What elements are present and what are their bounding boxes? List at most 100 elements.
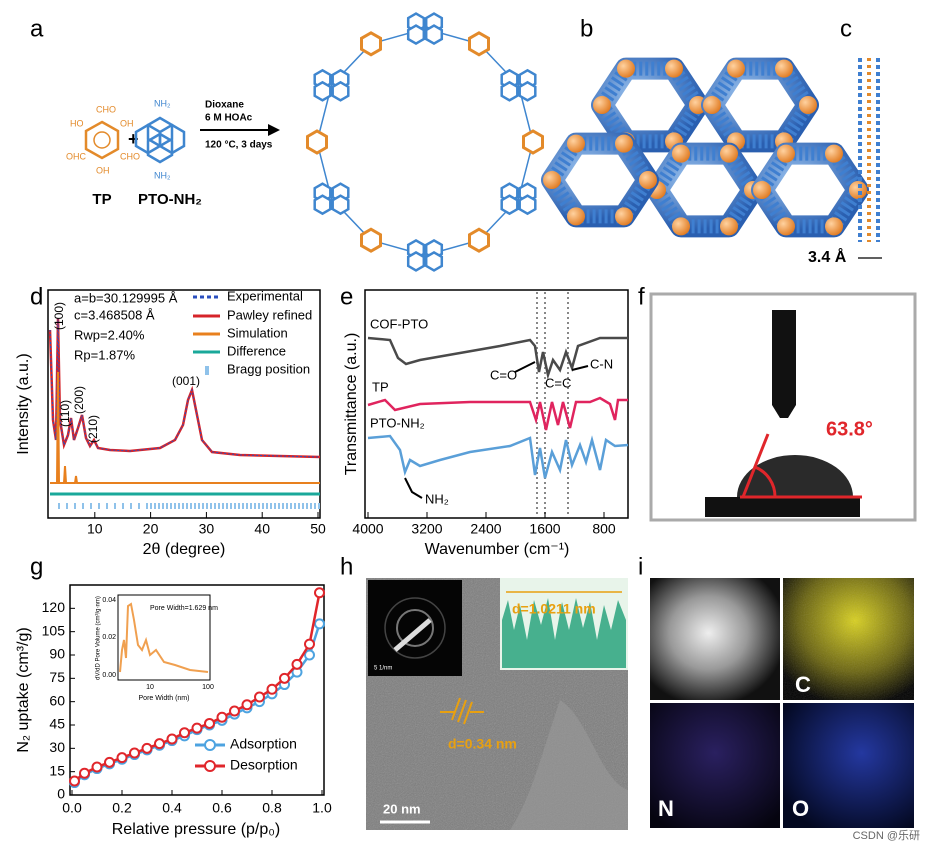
panel-label: g [30,553,43,580]
x-tick-label: 0.0 [62,800,82,816]
sample-label: PTO-NH₂ [370,415,425,430]
point [314,587,325,599]
inset-note: Pore Width=1.629 nm [150,605,218,612]
reactant-label: TP [92,191,111,208]
panel-f: 63.8° [649,292,917,522]
point [254,691,265,703]
point [141,742,153,754]
tp-group: CHO [120,151,140,161]
tp-group: OH [120,118,134,128]
inset: Pore Width=1.629 nm Pore Width (nm) dV/d… [96,594,218,702]
point [129,747,140,759]
needle [772,310,796,418]
panel-label: a [30,15,44,42]
panel-label: b [580,15,593,42]
panel-g: Relative pressure (p/p₀) N₂ uptake (cm³/… [15,584,332,838]
plus: + [128,129,139,149]
y-tick-label: 90 [49,646,65,662]
tp-group: OHC [66,151,87,161]
x-tick-label: 800 [592,521,616,537]
inset-y-tick: 0.00 [102,672,116,679]
tp-node [615,134,633,153]
simulation-curve [50,371,320,484]
tp-node [665,59,683,78]
point [216,711,228,723]
point [191,722,203,734]
tp-node [799,96,817,114]
point [166,733,178,745]
peak-label: (100) [52,302,66,330]
legend-text: Pawley refined [227,307,312,322]
legend-swatch [205,366,209,375]
pto-unit [331,194,350,216]
lattice-fringes [440,697,484,725]
lattice: Rp=1.87% [74,347,136,362]
condition: 6 M HOAc [205,113,253,124]
inset-y-tick: 0.02 [102,634,116,641]
pto-unit [313,194,332,216]
pointer [404,477,423,499]
inset-frame [117,594,211,681]
x-ticks: 10 20 30 40 50 [87,512,326,537]
x-tick-label: 0.2 [112,800,132,816]
pto-unit [518,80,537,102]
tp-node [753,181,771,199]
y-tick-label: 45 [49,716,65,732]
inset-x-tick: 100 [202,684,214,691]
scale-label: 20 nm [383,801,421,816]
saed-scale: 5 1/nm [374,666,392,672]
point [179,727,190,739]
droplet [737,455,853,497]
sample-label: COF-PTO [370,316,428,331]
panel-label: f [638,283,645,310]
inset-x-label: Pore Width (nm) [139,695,190,702]
saed-inset [368,580,462,676]
pto-unit [313,80,332,102]
point [304,649,315,661]
point [204,717,215,729]
pto-unit [424,250,444,272]
tp-unit [360,31,382,57]
panel-a: CHO OH HO OHC CHO OH + NH₂ NH₂ TP PTO-NH… [66,12,544,272]
inset-y-label: dV/dD Pore Volume (cm³/g·nm) [96,596,102,680]
tp-unit [522,129,544,155]
point [104,756,115,768]
peak-label: (210) [86,415,100,443]
tp-node [720,217,738,236]
map-texture [783,578,914,700]
watermark: CSDN @乐研 [853,829,920,842]
inset-y-tick: 0.04 [102,597,116,604]
tp-node [567,207,585,226]
panel-label: h [340,553,353,580]
legend-text: Bragg position [227,361,310,376]
panel-d: a=b=30.129995 Å c=3.468508 Å Rwp=2.40% R… [15,288,326,558]
point [241,699,253,711]
tp-node [639,171,657,189]
arrow-head [268,124,280,136]
legend-swatch [204,760,216,772]
point [291,658,303,670]
lattice: a=b=30.129995 Å [74,290,178,305]
pto-unit [500,194,519,216]
sem-tile [650,578,780,700]
pto-unit [406,250,426,272]
x-tick-label: 0.4 [162,800,182,816]
bond-label: C=C [545,375,571,390]
pointer [571,365,589,371]
pto-group: NH₂ [154,98,171,108]
tp-unit [468,227,490,253]
y-tick-label: 0 [57,786,65,802]
panel-h: 5 1/nm d=1.0211 nm d=0.34 nm 20 nm [366,578,628,830]
tp-node [727,59,745,78]
panel-labels: a b c d e f g h i [30,15,852,580]
y-tick-label: 15 [49,762,65,778]
point [116,752,128,764]
panel-i: C N O [650,578,914,828]
axes-frame [69,584,325,796]
d-lattice: d=0.34 nm [448,736,517,752]
point [266,683,278,695]
x-tick-label: 40 [254,521,270,537]
saed-ring [384,597,446,659]
y-tick-label: 105 [42,622,66,638]
